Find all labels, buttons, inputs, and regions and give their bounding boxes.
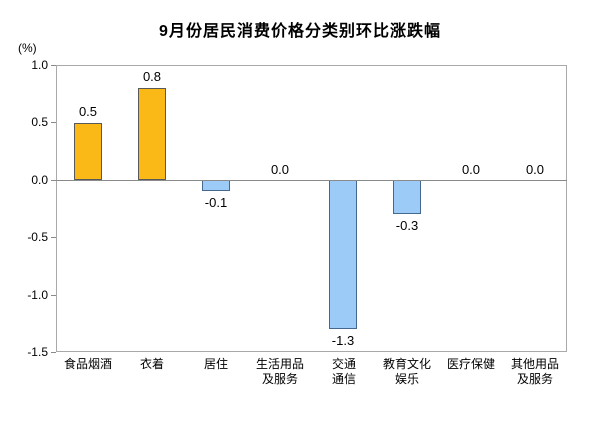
y-tick-label-4: -1.0 [27,288,48,302]
x-axis-label-line: 及服务 [261,372,298,386]
bar-1 [138,88,166,180]
x-axis-label-4: 交通 通信 [312,357,376,387]
x-axis-label-7: 其他用品 及服务 [503,357,567,387]
x-axis-label-6: 医疗保健 [439,357,503,372]
value-label-4: -1.3 [331,333,355,348]
x-axis-label-line: 教育文化 [382,357,431,371]
y-tick-mark-4 [51,295,56,296]
value-label-7: 0.0 [525,162,545,177]
y-tick-label-5: -1.5 [27,345,48,359]
value-label-2: -0.1 [204,195,228,210]
y-tick-mark-2 [51,180,56,181]
y-tick-label-2: 0.0 [31,173,48,187]
y-tick-label-3: -0.5 [27,230,48,244]
x-axis-label-line: 医疗保健 [446,357,495,371]
x-axis-label-5: 教育文化 娱乐 [375,357,439,387]
value-label-5: -0.3 [395,218,419,233]
bar-4 [329,180,357,329]
x-axis-label-line: 衣着 [139,357,164,371]
bar-0 [74,123,102,180]
bar-5 [393,180,421,214]
x-axis-label-line: 及服务 [516,372,553,386]
x-axis-label-0: 食品烟酒 [56,357,120,372]
value-label-6: 0.0 [461,162,481,177]
y-tick-label-1: 0.5 [31,115,48,129]
x-axis-label-line: 食品烟酒 [63,357,112,371]
x-axis-label-line: 其他用品 [510,357,559,371]
value-label-0: 0.5 [78,104,98,119]
x-axis-label-line: 交通 [331,357,356,371]
value-label-1: 0.8 [142,69,162,84]
chart-title: 9月份居民消费价格分类别环比涨跌幅 [159,23,441,40]
x-axis-label-line: 生活用品 [255,357,304,371]
y-tick-mark-1 [51,122,56,123]
x-axis-label-1: 衣着 [120,357,184,372]
y-tick-mark-3 [51,237,56,238]
zero-axis-line [56,180,567,181]
x-axis-label-line: 娱乐 [394,372,419,386]
y-tick-mark-0 [51,65,56,66]
y-axis-unit-label: (%) [18,41,37,55]
y-tick-mark-5 [51,352,56,353]
y-tick-label-0: 1.0 [31,58,48,72]
x-axis-label-line: 通信 [331,372,356,386]
plot-area [56,65,567,352]
x-axis-label-3: 生活用品 及服务 [248,357,312,387]
bar-2 [202,180,230,191]
value-label-3: 0.0 [270,162,290,177]
x-axis-label-line: 居住 [203,357,228,371]
x-axis-label-2: 居住 [184,357,248,372]
